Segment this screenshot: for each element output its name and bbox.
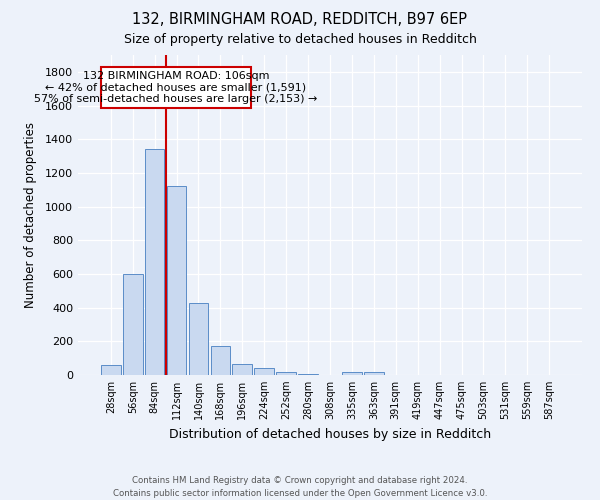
Bar (211, 346, 230, 375)
Y-axis label: Number of detached properties: Number of detached properties (23, 122, 37, 308)
Text: 132 BIRMINGHAM ROAD: 106sqm: 132 BIRMINGHAM ROAD: 106sqm (83, 71, 269, 81)
Bar (145, 150, 164, 375)
Bar (342, 372, 362, 375)
Text: 132, BIRMINGHAM ROAD, REDDITCH, B97 6EP: 132, BIRMINGHAM ROAD, REDDITCH, B97 6EP (133, 12, 467, 28)
Bar (123, 274, 143, 375)
Text: Contains HM Land Registry data © Crown copyright and database right 2024.
Contai: Contains HM Land Registry data © Crown c… (113, 476, 487, 498)
Bar (364, 372, 384, 375)
Bar (232, 364, 252, 375)
Text: Size of property relative to detached houses in Redditch: Size of property relative to detached ho… (124, 32, 476, 46)
Bar (298, 374, 318, 375)
Text: ← 42% of detached houses are smaller (1,591): ← 42% of detached houses are smaller (1,… (46, 82, 307, 92)
FancyBboxPatch shape (101, 67, 251, 108)
Text: 57% of semi-detached houses are larger (2,153) →: 57% of semi-detached houses are larger (… (34, 94, 317, 104)
Bar (101, 365, 121, 375)
Bar (254, 368, 274, 375)
Bar (276, 372, 296, 375)
X-axis label: Distribution of detached houses by size in Redditch: Distribution of detached houses by size … (169, 428, 491, 440)
Bar (188, 304, 208, 375)
Bar (167, 186, 187, 375)
